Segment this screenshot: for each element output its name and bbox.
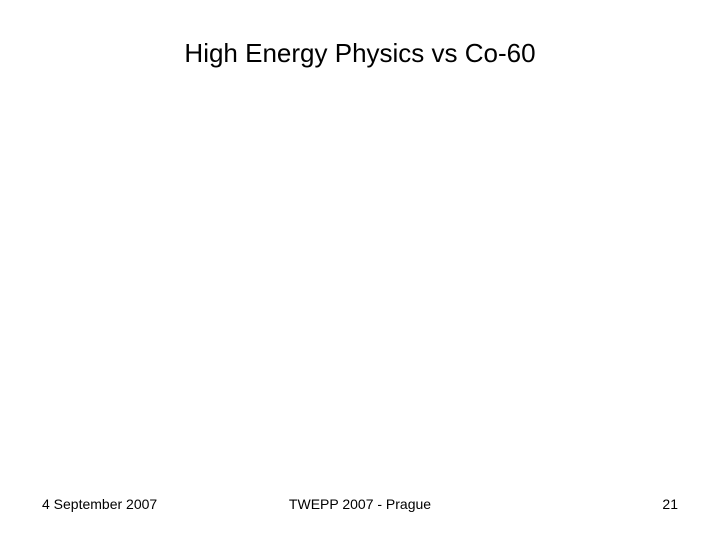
- footer-date: 4 September 2007: [42, 496, 158, 512]
- slide-body: [36, 90, 684, 470]
- footer-event: TWEPP 2007 - Prague: [288, 496, 432, 512]
- slide-title: High Energy Physics vs Co-60: [184, 38, 536, 68]
- slide-number: 21: [662, 496, 678, 512]
